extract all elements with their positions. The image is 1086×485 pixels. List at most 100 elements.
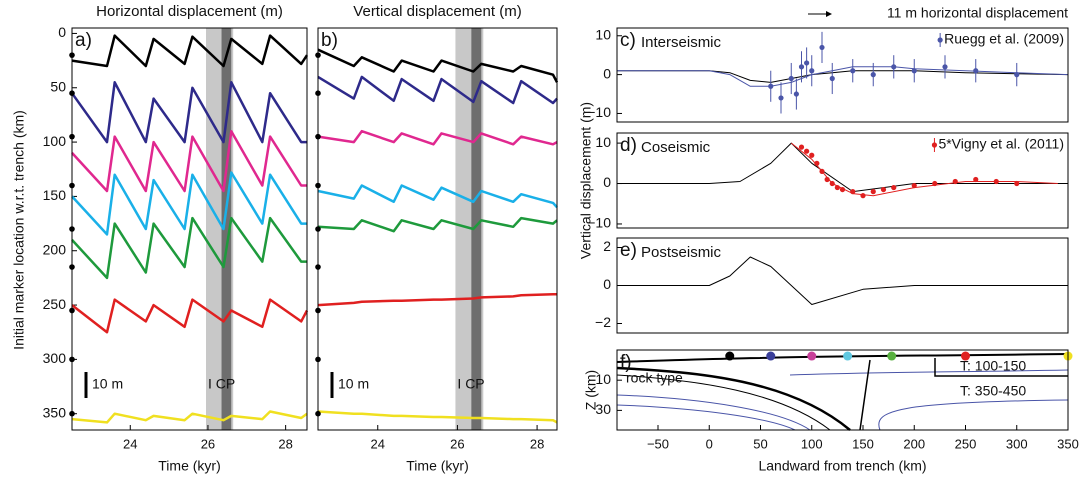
frame (71, 27, 308, 431)
observation (942, 64, 948, 70)
y-tick-label: −2 (595, 314, 611, 330)
y-axis-label: Initial marker location w.r.t. trench (k… (11, 110, 27, 350)
frame (616, 349, 1069, 431)
x-tick-label: 250 (955, 436, 977, 451)
series-line (317, 184, 558, 209)
layout (616, 11, 1069, 431)
y-tick-label: −10 (587, 104, 611, 120)
x-tick-label: 300 (1006, 436, 1028, 451)
series-line (71, 34, 309, 68)
y-tick-label: 350 (43, 404, 67, 420)
observation (973, 68, 979, 74)
series-line (71, 410, 308, 424)
slab (616, 366, 851, 431)
x-tick-label: 28 (278, 436, 292, 451)
surface (616, 353, 1069, 363)
observation (834, 184, 840, 191)
y-tick-label: 10 (595, 26, 611, 42)
series-line (317, 410, 558, 424)
x-axis-label: Landward from trench (km) (758, 458, 926, 474)
panel: 24 26 28 0 50 100 150 200 250 300 350 a)Horizontal … (11, 3, 309, 474)
x-tick-label: 24 (123, 436, 137, 451)
observation (911, 68, 917, 74)
panel: 24 26 28 b) Vertical displacement (m) Time (k… (315, 3, 559, 474)
observation (891, 184, 897, 191)
observation (798, 64, 805, 70)
y-tick-label: 0 (603, 174, 611, 190)
observation (870, 189, 876, 195)
x-tick-label: −50 (647, 436, 669, 451)
observation (839, 186, 846, 193)
observation (891, 64, 897, 70)
x-tick-label: 26 (201, 436, 215, 451)
observation (860, 193, 866, 199)
series-line (317, 48, 559, 83)
observation (804, 60, 810, 66)
x-tick-label: 28 (530, 436, 544, 451)
observation (973, 176, 979, 183)
legend-marker (937, 37, 943, 43)
y-tick-label: 200 (43, 241, 67, 257)
observation (932, 180, 938, 187)
series-line (790, 142, 1058, 197)
observation (880, 186, 887, 193)
y-tick-label: 10 (595, 371, 611, 387)
contour (616, 394, 811, 431)
chart-title: Horizontal displacement (m) (96, 3, 283, 20)
observation (829, 180, 835, 187)
rock-boundary (859, 358, 1068, 431)
y-tick-label: 0 (603, 65, 611, 81)
scale-label: 10 m (338, 376, 369, 392)
event-band (221, 28, 232, 430)
series-line (70, 81, 307, 144)
contour (616, 404, 796, 431)
y-tick-label: 2 (603, 238, 611, 254)
y-tick-label: 0 (603, 276, 611, 292)
frame (317, 27, 558, 431)
series-line (317, 216, 558, 233)
marker (961, 351, 970, 361)
x-axis-label: Time (kyr) (158, 458, 220, 474)
series-line (317, 129, 558, 146)
x-tick-label: 50 (753, 436, 767, 451)
marker (843, 351, 853, 361)
observation (819, 44, 825, 51)
band-label: I CP (208, 376, 235, 392)
y-tick-label: 50 (50, 78, 66, 94)
observation (778, 95, 784, 101)
panel-label: b) (321, 30, 338, 51)
legend-marker (931, 142, 938, 148)
series-line (71, 216, 307, 280)
x-tick-label: 350 (1057, 436, 1079, 451)
observation (993, 178, 999, 185)
y-axis-label: Z (km) (583, 370, 599, 410)
panel-subtitle: Interseismic (641, 34, 722, 51)
contour (789, 369, 1069, 376)
observation (768, 83, 774, 89)
panel: −10 0 10 5*Vigny et al. (2011) d) Coseismic Ve… (578, 102, 1069, 259)
x-tick-label: 150 (852, 436, 874, 451)
y-tick-label: 250 (43, 296, 67, 312)
annotation: T: 100-150 (960, 358, 1026, 374)
y-tick-label: 30 (595, 401, 611, 417)
chart-title: Vertical displacement (m) (353, 3, 521, 20)
x-axis-label: Time (kyr) (406, 458, 468, 474)
y-tick-label: 100 (43, 133, 67, 149)
y-tick-label: −10 (587, 215, 611, 231)
panel: −2 0 2 e) Postseismic (595, 237, 1069, 334)
series-line (71, 171, 307, 236)
panel-subtitle: Coseismic (641, 139, 711, 156)
annotation: T: 350-450 (960, 383, 1026, 399)
panel: −10 0 10 Ruegg et al. (2009) c) Interseismic 1… (587, 5, 1069, 123)
frame (616, 132, 1069, 229)
panel-label: a) (75, 30, 92, 51)
panel-label: d) (620, 135, 637, 156)
series-line (71, 298, 309, 334)
marker (766, 351, 776, 361)
panel-label: f) (620, 352, 632, 373)
marker (887, 351, 897, 361)
annotation: 11 m horizontal displacement (887, 5, 1068, 21)
x-tick-label: 100 (801, 436, 823, 451)
marker (807, 351, 817, 361)
